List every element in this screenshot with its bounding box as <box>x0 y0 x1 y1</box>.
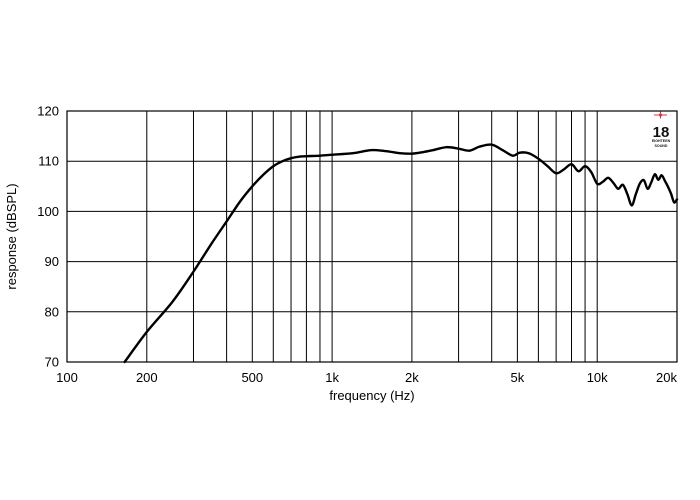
response-curve <box>123 143 679 364</box>
y-tick-labels: 70 80 90 100 110 120 <box>37 104 59 370</box>
x-tick-label: 20k <box>656 370 677 385</box>
plot-frame <box>66 110 678 363</box>
y-tick-label: 110 <box>38 154 59 169</box>
logo-line1: EIGHTEEN <box>652 139 671 143</box>
x-tick-label: 1k <box>325 370 339 385</box>
x-tick-label: 200 <box>136 370 158 385</box>
logo-number: 18 <box>653 124 670 141</box>
x-tick-label: 100 <box>56 370 78 385</box>
x-tick-label: 2k <box>405 370 419 385</box>
x-tick-label: 10k <box>587 370 608 385</box>
x-axis-label: frequency (Hz) <box>329 388 414 403</box>
logo-star-icon <box>654 111 667 119</box>
logo-line2: SOUND <box>655 144 668 148</box>
y-tick-label: 120 <box>37 104 59 119</box>
y-tick-label: 70 <box>45 355 59 370</box>
eighteen-sound-logo: 18 EIGHTEEN SOUND <box>652 111 671 148</box>
y-axis-label: response (dBSPL) <box>4 183 19 289</box>
x-tick-label: 5k <box>511 370 525 385</box>
y-tick-label: 100 <box>37 204 59 219</box>
y-tick-label: 90 <box>45 254 59 269</box>
x-tick-label: 500 <box>241 370 263 385</box>
y-tick-label: 80 <box>45 304 59 319</box>
x-tick-labels: 100 200 500 1k 2k 5k 10k 20k <box>56 370 677 385</box>
grid <box>67 110 677 363</box>
